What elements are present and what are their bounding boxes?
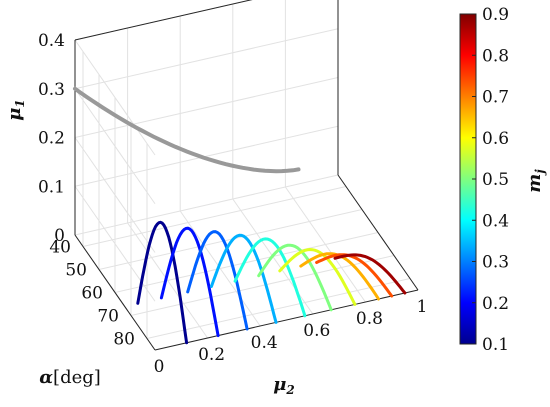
x-tick-label: 0.6 xyxy=(303,321,330,341)
series-line-9 xyxy=(333,253,407,295)
y-tick-label: 70 xyxy=(97,307,119,327)
grid-layer xyxy=(74,0,419,351)
series-line-5 xyxy=(257,243,333,312)
series-line-8 xyxy=(315,253,394,298)
x-tick-label: 0.2 xyxy=(198,345,225,365)
grid-line-back-z xyxy=(74,174,339,236)
colorbar-tick-label: 0.4 xyxy=(482,211,509,231)
colorbar-tick-label: 0.7 xyxy=(482,88,509,108)
y-axis-label-main: α xyxy=(39,367,53,388)
series-line-1 xyxy=(159,226,220,338)
colorbar-label-main: m xyxy=(524,174,545,193)
axis-edge xyxy=(337,174,419,291)
z-tick-label: 0.1 xyxy=(38,177,65,197)
z-axis-label-sub: 1 xyxy=(13,99,27,107)
colorbar-tick-label: 0.8 xyxy=(482,46,509,66)
y-tick-label: 50 xyxy=(65,261,87,281)
colorbar-tick-label: 0.9 xyxy=(482,5,509,25)
z-tick-label: 0 xyxy=(54,226,65,246)
x-axis-label-main: μ xyxy=(273,374,286,395)
grid-line-back-z xyxy=(74,28,339,90)
grid-line-back-z xyxy=(74,77,339,138)
grid-line-floor-y xyxy=(82,186,347,247)
colorbar: 0.1 0.2 0.3 0.4 0.5 0.6 0.7 0.8 0.9 xyxy=(459,5,509,355)
colorbar-label-sub: j xyxy=(533,169,547,176)
z-axis-label-main: μ xyxy=(4,108,25,121)
axis-edge xyxy=(154,289,419,351)
z-axis-label: μ1 xyxy=(4,99,27,121)
colorbar-tick-label: 0.5 xyxy=(482,170,509,190)
x-tick-label: 0.4 xyxy=(251,333,278,353)
colorbar-tick-label: 0.3 xyxy=(482,253,509,273)
x-tick-label: 0 xyxy=(154,357,165,377)
colorbar-label: mj xyxy=(524,169,547,193)
series-line-0 xyxy=(136,220,189,345)
series-line-2 xyxy=(186,230,249,331)
grid-line-floor-y xyxy=(130,255,395,316)
y-tick-label: 60 xyxy=(81,284,103,304)
grid-line-floor-y xyxy=(146,278,411,339)
x-tick-label: 1 xyxy=(417,297,428,317)
y-axis-label-unit: [deg] xyxy=(53,367,101,388)
data-layer xyxy=(73,86,407,345)
series-line-6 xyxy=(278,247,357,306)
y-axis-label: α[deg] xyxy=(39,367,101,388)
series-line-3 xyxy=(209,233,278,324)
z-tick-label: 0.4 xyxy=(38,31,65,51)
x-axis-label: μ2 xyxy=(273,374,295,397)
axis-edge xyxy=(74,234,156,351)
grid-line-floor-y xyxy=(98,209,363,270)
z-tick-label: 0.3 xyxy=(38,80,65,100)
grid-line-back-z xyxy=(74,125,339,187)
tick-layer: 0 0.1 0.2 0.3 0.4 40 50 60 70 80 0 0.2 0.4 0.6 0.8 1 xyxy=(38,31,427,377)
envelope-line xyxy=(73,86,301,174)
y-tick-label: 40 xyxy=(49,238,71,258)
colorbar-tick-label: 0.2 xyxy=(482,294,509,314)
series-line-4 xyxy=(233,237,307,318)
grid-line-floor-y xyxy=(114,232,379,293)
x-tick-label: 0.8 xyxy=(356,309,383,329)
x-axis-label-sub: 2 xyxy=(285,383,294,397)
colorbar-tick-label: 0.6 xyxy=(482,129,509,149)
grid-line-back-z xyxy=(74,0,253,41)
y-tick-label: 80 xyxy=(113,330,135,350)
colorbar-tick-label: 0.1 xyxy=(482,335,509,355)
z-tick-label: 0.2 xyxy=(38,129,65,149)
axis-edge xyxy=(74,0,253,41)
